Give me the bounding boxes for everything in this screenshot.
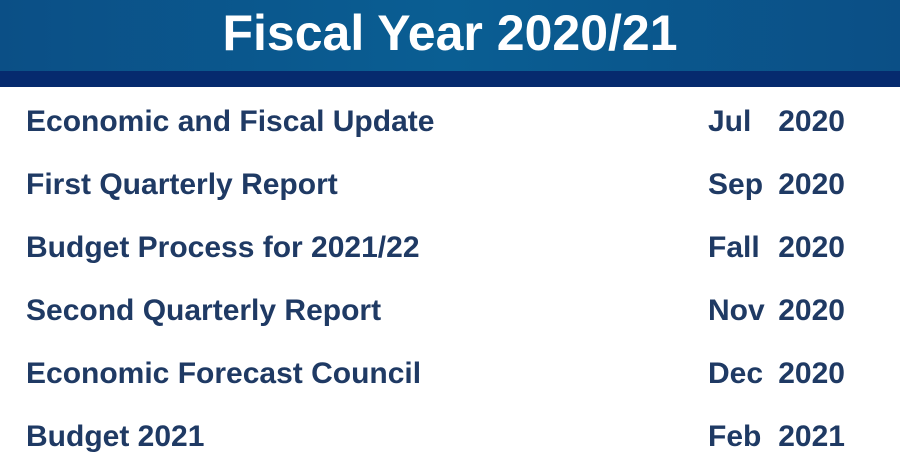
header-divider-band [0,71,900,87]
schedule-month: Jul [708,105,752,138]
schedule-label: Second Quarterly Report [26,294,382,327]
schedule-label: Budget 2021 [26,420,205,453]
schedule-label: First Quarterly Report [26,168,338,201]
schedule-row: First Quarterly Report Sep 2020 [0,165,900,205]
schedule-row: Economic and Fiscal Update Jul 2020 [0,102,900,142]
schedule-month: Feb [708,420,762,453]
schedule-month: Fall [708,231,760,264]
schedule-label: Economic Forecast Council [26,357,422,390]
schedule-year: 2020 [778,231,845,264]
schedule-year: 2020 [778,168,845,201]
schedule-row: Budget 2021 Feb 2021 [0,417,900,457]
schedule-year: 2020 [778,294,845,327]
schedule-year: 2020 [778,357,845,390]
schedule-month: Sep [708,168,764,201]
schedule-row: Economic Forecast Council Dec 2020 [0,354,900,394]
schedule-year: 2020 [778,105,845,138]
schedule-month: Nov [708,294,765,327]
schedule-month: Dec [708,357,764,390]
schedule-year: 2021 [778,420,845,453]
schedule-label: Budget Process for 2021/22 [26,231,420,264]
schedule-label: Economic and Fiscal Update [26,105,435,138]
schedule-row: Budget Process for 2021/22 Fall 2020 [0,228,900,268]
schedule-row: Second Quarterly Report Nov 2020 [0,291,900,331]
header-banner: Fiscal Year 2020/21 [0,0,900,71]
page-title: Fiscal Year 2020/21 [222,5,678,61]
